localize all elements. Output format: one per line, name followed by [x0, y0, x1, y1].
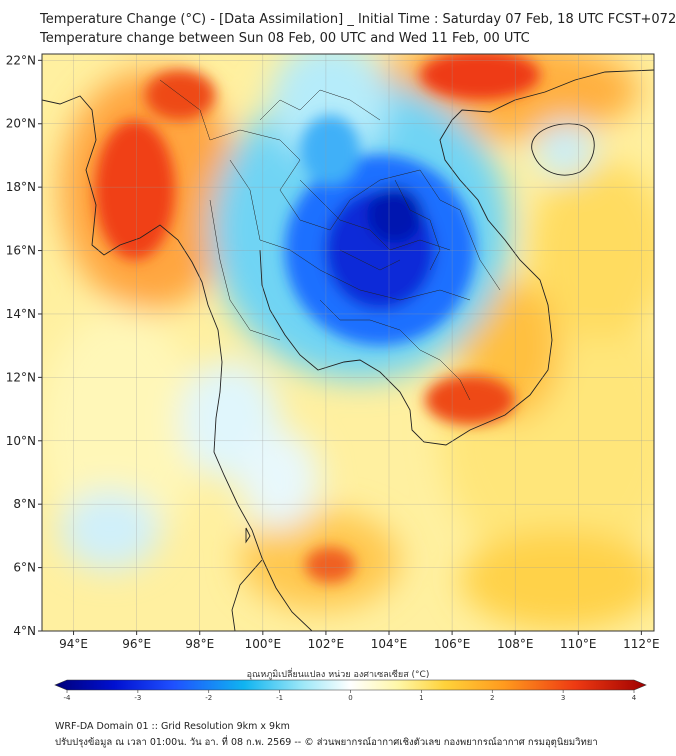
lat-label: 10°N [6, 434, 36, 448]
latitude-axis: 22°N 20°N 18°N 16°N 14°N 12°N 10°N 8°N 6°N 4°N [6, 53, 42, 638]
map-frame [41, 53, 655, 632]
lon-label: 102°E [308, 637, 345, 651]
colorbar: -4 -3 -2 -1 0 1 2 3 4 [54, 679, 647, 700]
lat-label: 14°N [6, 307, 36, 321]
lon-label: 96°E [122, 637, 151, 651]
lat-label: 20°N [6, 117, 36, 131]
footer-model-info: WRF-DA Domain 01 :: Grid Resolution 9km … [55, 721, 290, 732]
colorbar-tick-label: 1 [419, 694, 423, 700]
coastlines [42, 69, 654, 631]
temperature-field [42, 54, 654, 631]
lon-label: 98°E [185, 637, 214, 651]
colorbar-tick-label: 3 [561, 694, 565, 700]
lat-label: 22°N [6, 53, 36, 67]
colorbar-tick-label: 2 [490, 694, 494, 700]
lon-label: 100°E [245, 637, 282, 651]
colorbar-tick-label: -3 [134, 694, 141, 700]
temperature-change-map: 22°N 20°N 18°N 16°N 14°N 12°N 10°N 8°N 6°N 4°N 94… [6, 53, 660, 700]
colorbar-tick-label: -2 [205, 694, 212, 700]
chart-title: Temperature Change (°C) - [Data Assimila… [40, 12, 676, 27]
chart-subtitle: Temperature change between Sun 08 Feb, 0… [40, 31, 530, 46]
footer-credit: ปรับปรุงข้อมูล ณ เวลา 01:00น. วัน อา. ที… [55, 737, 598, 748]
lat-label: 8°N [13, 497, 36, 511]
lon-label: 112°E [623, 637, 660, 651]
colorbar-tick-label: -4 [64, 694, 72, 700]
lat-label: 12°N [6, 370, 36, 384]
lat-label: 4°N [13, 624, 36, 638]
lon-label: 108°E [497, 637, 534, 651]
lon-label: 106°E [434, 637, 471, 651]
admin-borders [159, 79, 501, 401]
lon-label: 104°E [371, 637, 408, 651]
colorbar-tick-label: 4 [632, 694, 637, 700]
colorbar-label: อุณหภูมิเปลี่ยนแปลง หน่วย องศาเซลเซียส (… [246, 670, 430, 680]
colorbar-tick-label: -1 [276, 694, 283, 700]
gridlines [42, 54, 654, 631]
colorbar-ticks: -4 -3 -2 -1 0 1 2 3 4 [64, 690, 637, 700]
longitude-axis: 94°E 96°E 98°E 100°E 102°E 104°E 106°E 108°E 110… [59, 631, 660, 651]
lat-label: 6°N [13, 561, 36, 575]
colorbar-tick-label: 0 [348, 694, 352, 700]
lon-label: 110°E [560, 637, 597, 651]
colorbar-bar [54, 679, 647, 691]
lat-label: 18°N [6, 180, 36, 194]
lon-label: 94°E [59, 637, 88, 651]
lat-label: 16°N [6, 244, 36, 258]
